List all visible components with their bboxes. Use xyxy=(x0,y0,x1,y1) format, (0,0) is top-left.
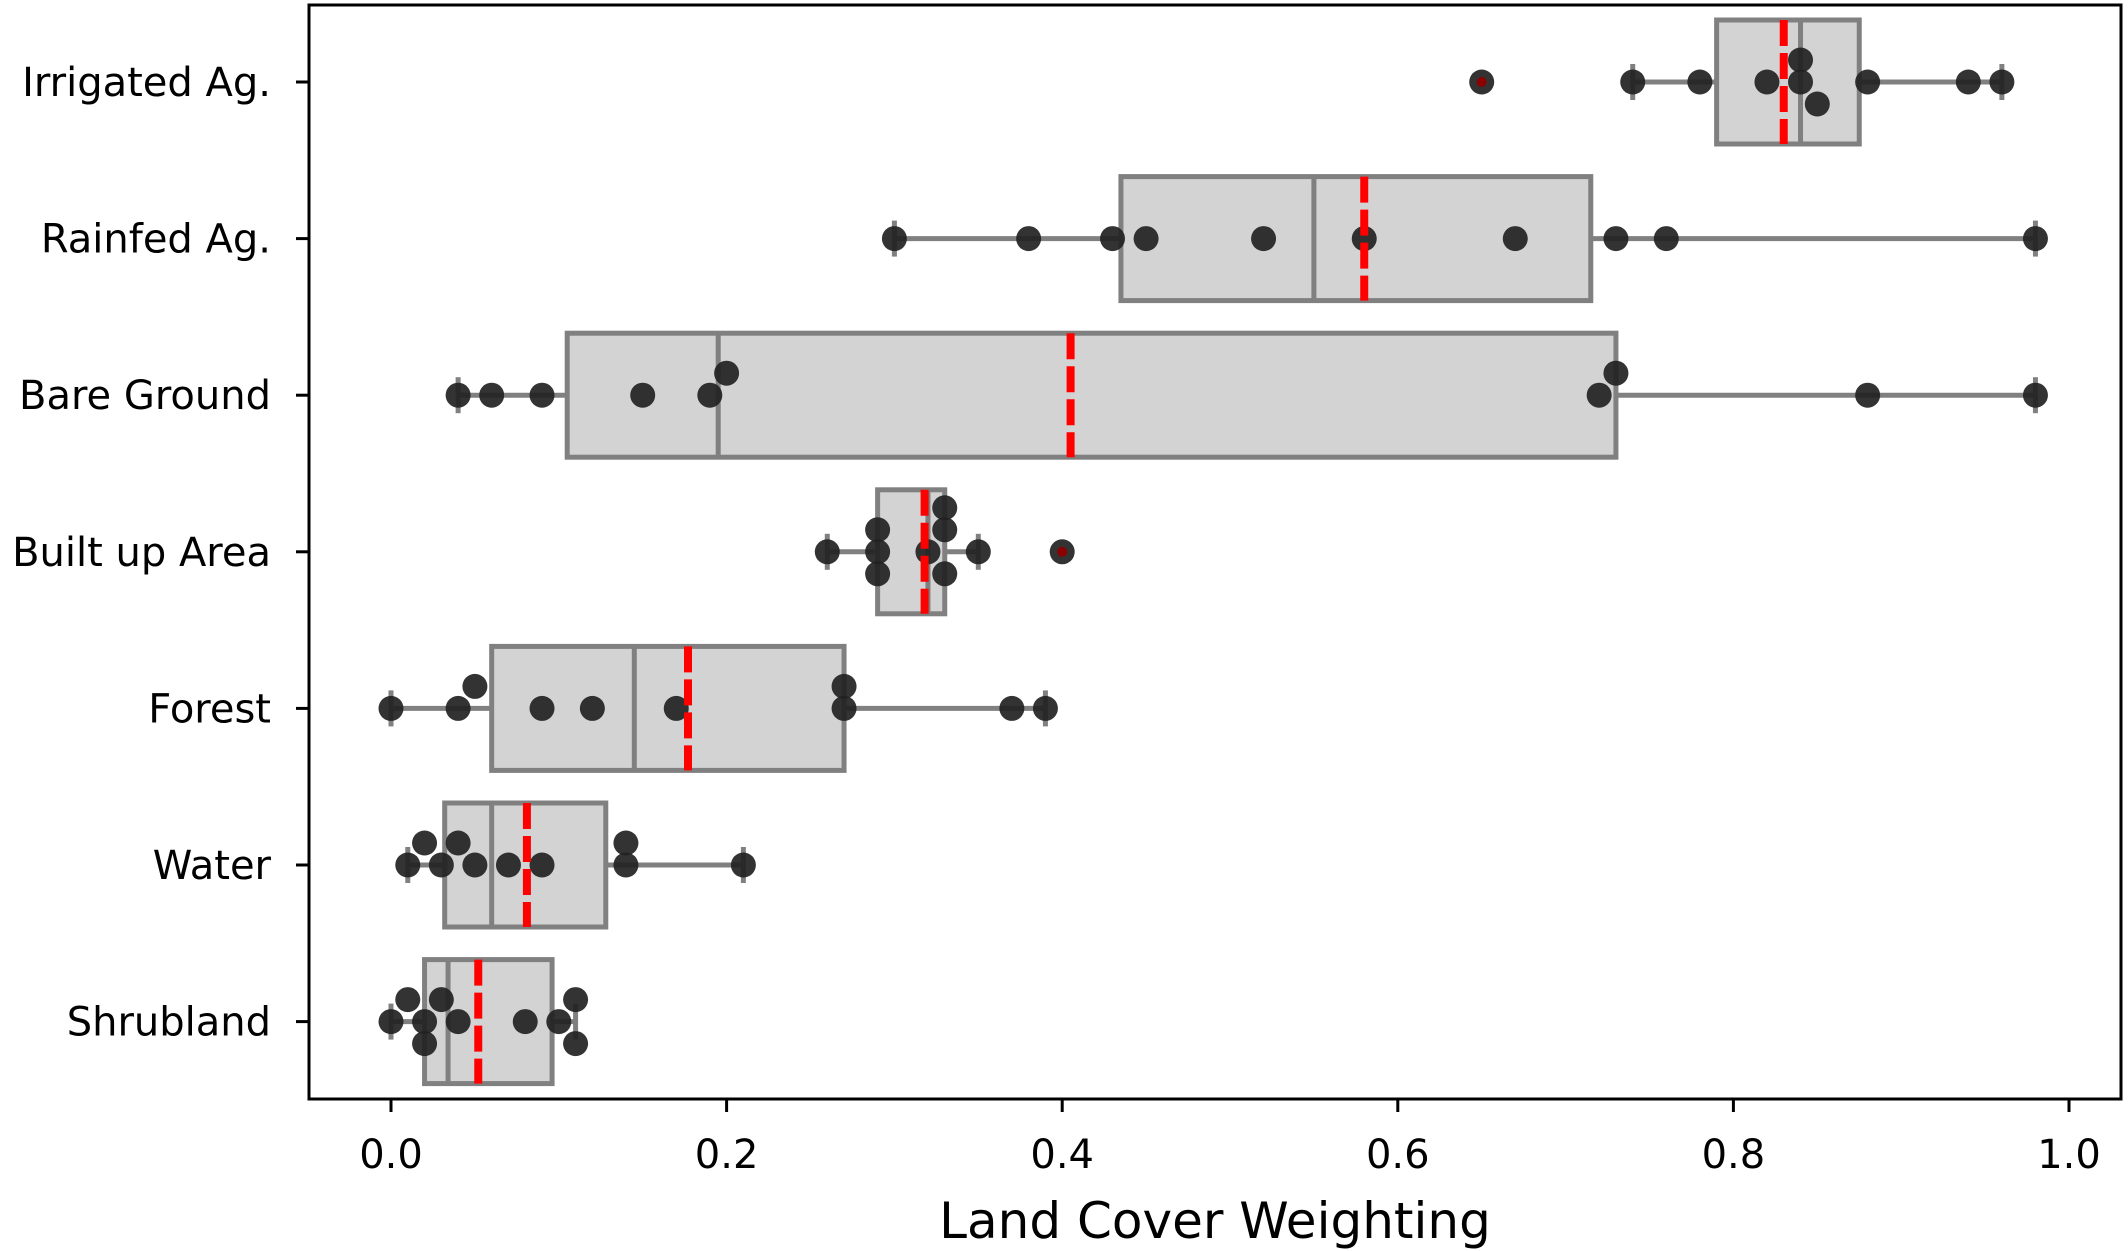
data-point-shrubland-5 xyxy=(445,1009,471,1035)
data-point-rainfed-ag-1 xyxy=(1016,226,1042,252)
points-layer xyxy=(378,47,2048,1057)
box-group-rainfed-ag xyxy=(891,174,2038,304)
data-point-irrigated-ag-9 xyxy=(1989,69,2015,95)
data-point-shrubland-9 xyxy=(563,1031,589,1057)
x-tick-label-4: 0.8 xyxy=(1702,1132,1766,1178)
data-point-forest-3 xyxy=(529,695,555,721)
data-point-irrigated-ag-5 xyxy=(1788,69,1814,95)
data-point-bare-ground-3 xyxy=(630,382,656,408)
data-point-water-5 xyxy=(495,852,521,878)
y-tick-label-bare-ground: Bare Ground xyxy=(19,373,271,419)
data-point-rainfed-ag-4 xyxy=(1251,226,1277,252)
data-point-bare-ground-2 xyxy=(529,382,555,408)
data-point-shrubland-7 xyxy=(546,1009,572,1035)
y-axis: Irrigated Ag. Rainfed Ag. Bare Ground Built… xyxy=(12,60,309,1046)
data-point-rainfed-ag-0 xyxy=(881,226,907,252)
data-point-water-2 xyxy=(428,852,454,878)
data-point-shrubland-8 xyxy=(563,987,589,1013)
data-point-forest-0 xyxy=(378,695,404,721)
data-point-water-8 xyxy=(613,852,639,878)
data-point-bare-ground-4 xyxy=(697,382,723,408)
data-point-forest-8 xyxy=(999,695,1025,721)
data-point-built-up-area-2 xyxy=(865,539,891,565)
data-point-rainfed-ag-8 xyxy=(1653,226,1679,252)
data-point-shrubland-4 xyxy=(428,987,454,1013)
data-point-built-up-area-7 xyxy=(932,561,958,587)
data-point-built-up-area-1 xyxy=(865,517,891,543)
data-point-bare-ground-9 xyxy=(2022,382,2048,408)
data-point-built-up-area-0 xyxy=(814,539,840,565)
data-point-water-4 xyxy=(462,852,488,878)
data-point-water-1 xyxy=(412,830,438,856)
data-point-shrubland-3 xyxy=(412,1031,438,1057)
data-point-rainfed-ag-6 xyxy=(1502,226,1528,252)
data-point-irrigated-ag-7 xyxy=(1855,69,1881,95)
x-axis-title: Land Cover Weighting xyxy=(939,1192,1491,1250)
plot-frame xyxy=(307,3,2123,1101)
data-point-irrigated-ag-1 xyxy=(1620,69,1646,95)
data-point-forest-5 xyxy=(663,695,689,721)
data-point-irrigated-ag-4 xyxy=(1788,47,1814,73)
y-tick-label-irrigated-ag: Irrigated Ag. xyxy=(22,60,271,106)
data-point-built-up-area-5 xyxy=(932,495,958,521)
data-point-shrubland-1 xyxy=(395,987,421,1013)
box-group-water xyxy=(405,800,746,930)
data-point-forest-9 xyxy=(1032,695,1058,721)
boxes-layer xyxy=(388,17,2038,1087)
y-tick-label-water: Water xyxy=(153,843,272,889)
box-irrigated-ag xyxy=(1714,17,1862,147)
data-point-water-7 xyxy=(613,830,639,856)
data-point-built-up-area-8 xyxy=(965,539,991,565)
y-tick-label-built-up-area: Built up Area xyxy=(12,530,271,576)
data-point-built-up-area-3 xyxy=(865,561,891,587)
data-point-bare-ground-7 xyxy=(1603,360,1629,386)
data-point-rainfed-ag-9 xyxy=(2022,226,2048,252)
data-point-bare-ground-8 xyxy=(1855,382,1881,408)
data-point-water-0 xyxy=(395,852,421,878)
means-layer xyxy=(474,20,1788,1084)
data-point-bare-ground-0 xyxy=(445,382,471,408)
data-point-bare-ground-6 xyxy=(1586,382,1612,408)
data-point-bare-ground-5 xyxy=(714,360,740,386)
data-point-forest-7 xyxy=(831,695,857,721)
data-point-water-3 xyxy=(445,830,471,856)
data-point-rainfed-ag-2 xyxy=(1100,226,1126,252)
data-point-water-6 xyxy=(529,852,555,878)
data-point-forest-6 xyxy=(831,673,857,699)
outlier-marker-built-up-area-0 xyxy=(1057,546,1068,557)
data-point-irrigated-ag-3 xyxy=(1754,69,1780,95)
x-axis: 0.0 0.2 0.4 0.6 0.8 1.0 xyxy=(359,1099,2101,1178)
y-tick-label-shrubland: Shrubland xyxy=(67,1000,271,1046)
data-point-forest-2 xyxy=(462,673,488,699)
y-tick-label-forest: Forest xyxy=(148,686,271,732)
data-point-irrigated-ag-2 xyxy=(1687,69,1713,95)
data-point-rainfed-ag-7 xyxy=(1603,226,1629,252)
outlier-marker-irrigated-ag-0 xyxy=(1476,77,1487,87)
data-point-forest-4 xyxy=(579,695,605,721)
x-tick-label-3: 0.6 xyxy=(1366,1132,1430,1178)
box-group-forest xyxy=(388,643,1048,773)
data-point-forest-1 xyxy=(445,695,471,721)
box-group-irrigated-ag xyxy=(1630,17,2005,147)
data-point-irrigated-ag-8 xyxy=(1955,69,1981,95)
data-point-built-up-area-6 xyxy=(932,517,958,543)
data-point-rainfed-ag-3 xyxy=(1133,226,1159,252)
x-tick-label-0: 0.0 xyxy=(359,1132,423,1178)
data-point-shrubland-6 xyxy=(512,1009,538,1035)
x-tick-label-2: 0.4 xyxy=(1030,1132,1094,1178)
box-bare-ground xyxy=(564,330,1619,460)
data-point-water-9 xyxy=(730,852,756,878)
data-point-bare-ground-1 xyxy=(479,382,505,408)
data-point-shrubland-0 xyxy=(378,1009,404,1035)
x-tick-label-1: 0.2 xyxy=(695,1132,759,1178)
data-point-irrigated-ag-6 xyxy=(1804,91,1830,117)
y-tick-label-rainfed-ag: Rainfed Ag. xyxy=(41,217,271,263)
box-group-bare-ground xyxy=(455,330,2038,460)
data-point-shrubland-2 xyxy=(412,1009,438,1035)
data-point-rainfed-ag-5 xyxy=(1351,226,1377,252)
x-tick-label-5: 1.0 xyxy=(2037,1132,2101,1178)
